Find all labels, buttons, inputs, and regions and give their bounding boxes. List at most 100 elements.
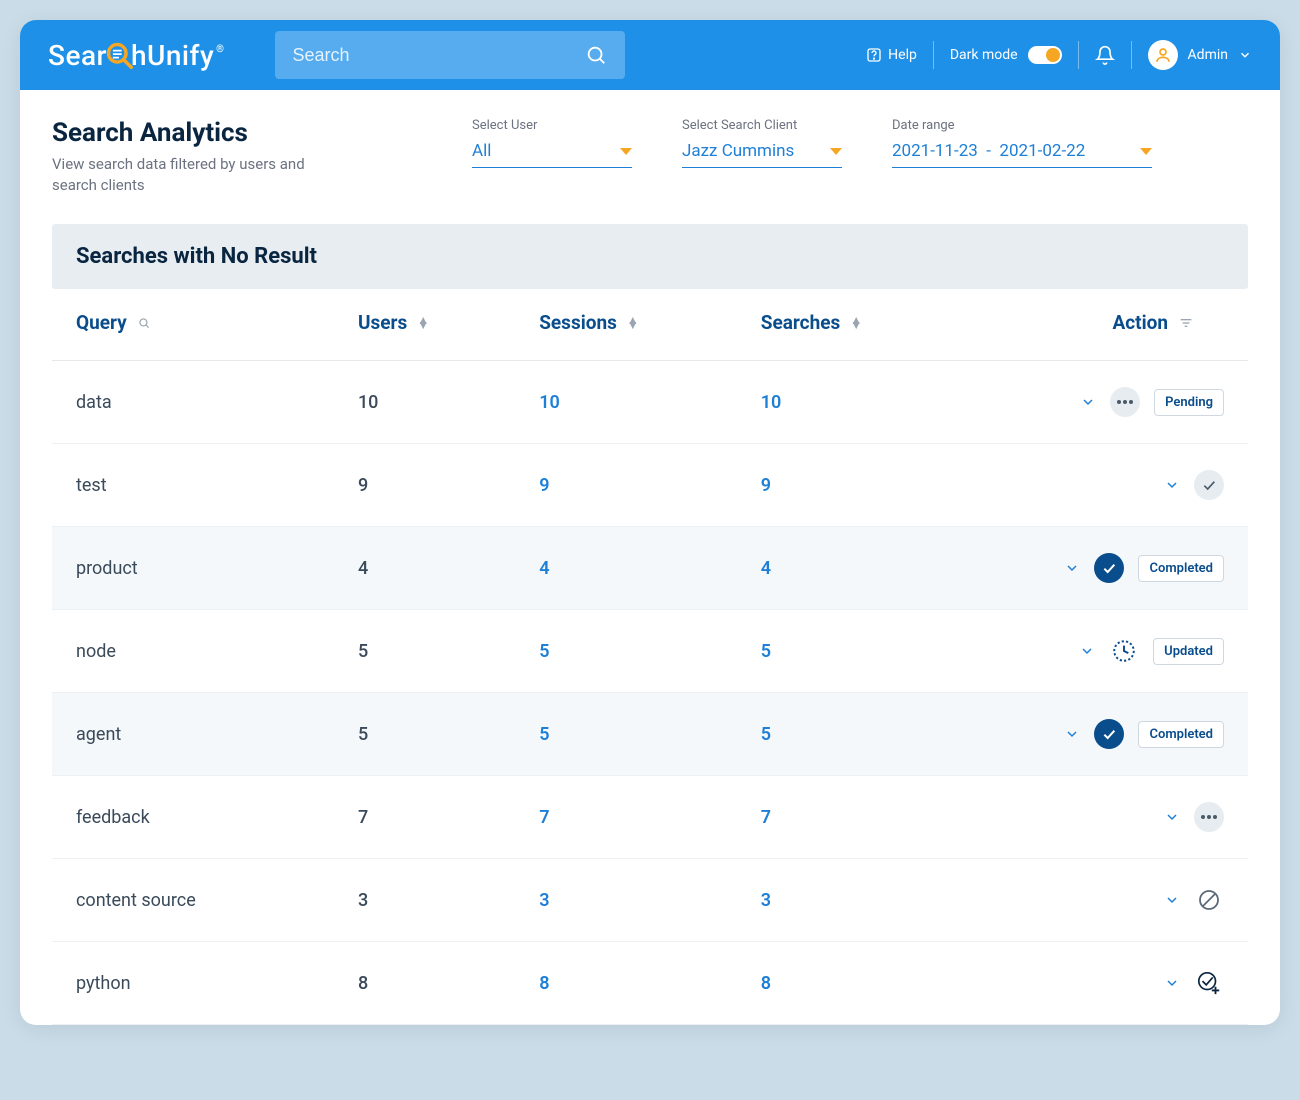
- col-query[interactable]: Query: [76, 311, 358, 334]
- filter-date-select[interactable]: 2021-11-23 - 2021-02-22: [892, 137, 1152, 168]
- col-action[interactable]: Action: [982, 311, 1224, 334]
- col-sessions[interactable]: Sessions ▲▼: [539, 311, 761, 334]
- cell-searches[interactable]: 5: [761, 724, 983, 745]
- divider: [1131, 41, 1132, 69]
- filter-user-value: All: [472, 141, 491, 161]
- cell-sessions[interactable]: 3: [539, 890, 761, 911]
- page-title: Search Analytics: [52, 118, 432, 148]
- expand-row-icon[interactable]: [1164, 477, 1180, 493]
- divider: [933, 41, 934, 69]
- table-row: agent555Completed: [52, 693, 1248, 776]
- help-link[interactable]: Help: [866, 47, 917, 63]
- table-row: python888: [52, 942, 1248, 1025]
- table-row: data101010Pending: [52, 361, 1248, 444]
- filter-date: Date range 2021-11-23 - 2021-02-22: [892, 118, 1152, 168]
- expand-row-icon[interactable]: [1079, 643, 1095, 659]
- cell-action: Completed: [982, 719, 1224, 749]
- expand-row-icon[interactable]: [1164, 975, 1180, 991]
- search-small-icon: [137, 316, 151, 330]
- ban-icon[interactable]: [1194, 885, 1224, 915]
- cell-query: feedback: [76, 807, 358, 828]
- cell-action: Updated: [982, 636, 1224, 666]
- clock-icon[interactable]: [1109, 636, 1139, 666]
- expand-row-icon[interactable]: [1064, 726, 1080, 742]
- cell-users: 9: [358, 475, 539, 496]
- cell-users: 3: [358, 890, 539, 911]
- brand-text-left: Sear: [48, 39, 107, 72]
- app-window: Sear hUnify ®: [20, 20, 1280, 1025]
- filter-user-label: Select User: [472, 118, 632, 133]
- brand-logo-icon: [105, 41, 133, 69]
- filters: Select User All Select Search Client Jaz…: [472, 118, 1248, 168]
- cell-sessions[interactable]: 4: [539, 558, 761, 579]
- col-users-label: Users: [358, 311, 407, 334]
- toggle-switch-icon[interactable]: [1028, 46, 1062, 64]
- check-plus-icon[interactable]: [1194, 968, 1224, 998]
- cell-searches[interactable]: 3: [761, 890, 983, 911]
- top-bar: Sear hUnify ®: [20, 20, 1280, 90]
- filter-client-select[interactable]: Jazz Cummins: [682, 137, 842, 168]
- expand-row-icon[interactable]: [1164, 892, 1180, 908]
- sort-icon: ▲▼: [627, 318, 639, 328]
- cell-sessions[interactable]: 5: [539, 641, 761, 662]
- status-badge: Completed: [1138, 555, 1224, 582]
- expand-row-icon[interactable]: [1164, 809, 1180, 825]
- cell-searches[interactable]: 7: [761, 807, 983, 828]
- cell-query: product: [76, 558, 358, 579]
- filter-user: Select User All: [472, 118, 632, 168]
- brand-logo: Sear hUnify ®: [48, 39, 225, 72]
- col-searches[interactable]: Searches ▲▼: [761, 311, 983, 334]
- cell-sessions[interactable]: 10: [539, 392, 761, 413]
- search-icon[interactable]: [585, 44, 607, 66]
- global-search-input[interactable]: [293, 45, 585, 66]
- filter-icon: [1178, 315, 1194, 331]
- cell-searches[interactable]: 10: [761, 392, 983, 413]
- cell-sessions[interactable]: 5: [539, 724, 761, 745]
- cell-sessions[interactable]: 8: [539, 973, 761, 994]
- cell-action: Completed: [982, 553, 1224, 583]
- cell-searches[interactable]: 5: [761, 641, 983, 662]
- topbar-right: Help Dark mode Admi: [866, 40, 1252, 70]
- cell-searches[interactable]: 4: [761, 558, 983, 579]
- check-solid-icon[interactable]: [1094, 719, 1124, 749]
- cell-searches[interactable]: 8: [761, 973, 983, 994]
- cell-action: [982, 470, 1224, 500]
- more-icon[interactable]: [1110, 387, 1140, 417]
- table-row: product444Completed: [52, 527, 1248, 610]
- col-users[interactable]: Users ▲▼: [358, 311, 539, 334]
- chevron-down-icon: [1238, 48, 1252, 62]
- cell-query: python: [76, 973, 358, 994]
- page-title-block: Search Analytics View search data filter…: [52, 118, 432, 196]
- help-label: Help: [888, 47, 917, 63]
- date-sep: -: [982, 141, 999, 161]
- filter-client-label: Select Search Client: [682, 118, 842, 133]
- user-label: Admin: [1188, 47, 1228, 63]
- cell-searches[interactable]: 9: [761, 475, 983, 496]
- dark-mode-label: Dark mode: [950, 47, 1018, 63]
- cell-sessions[interactable]: 7: [539, 807, 761, 828]
- expand-row-icon[interactable]: [1064, 560, 1080, 576]
- global-search[interactable]: [275, 31, 625, 79]
- table-header: Query Users ▲▼ Sessions ▲▼ Searches ▲▼: [52, 289, 1248, 361]
- cell-sessions[interactable]: 9: [539, 475, 761, 496]
- table-body: data101010Pendingtest999product444Comple…: [52, 361, 1248, 1025]
- filter-user-select[interactable]: All: [472, 137, 632, 168]
- col-sessions-label: Sessions: [539, 311, 617, 334]
- status-badge: Updated: [1153, 638, 1224, 665]
- brand-reg-mark: ®: [216, 44, 224, 55]
- more-icon[interactable]: [1194, 802, 1224, 832]
- user-menu[interactable]: Admin: [1148, 40, 1252, 70]
- filter-date-to: 2021-02-22: [999, 141, 1085, 161]
- notifications-icon[interactable]: [1095, 45, 1115, 65]
- check-solid-icon[interactable]: [1094, 553, 1124, 583]
- cell-action: [982, 968, 1224, 998]
- caret-down-icon: [830, 148, 842, 155]
- cell-action: [982, 885, 1224, 915]
- expand-row-icon[interactable]: [1080, 394, 1096, 410]
- check-icon[interactable]: [1194, 470, 1224, 500]
- filter-date-label: Date range: [892, 118, 1152, 133]
- dark-mode-toggle[interactable]: Dark mode: [950, 46, 1062, 64]
- col-action-label: Action: [1113, 311, 1169, 334]
- sort-icon: ▲▼: [850, 318, 862, 328]
- cell-action: Pending: [982, 387, 1224, 417]
